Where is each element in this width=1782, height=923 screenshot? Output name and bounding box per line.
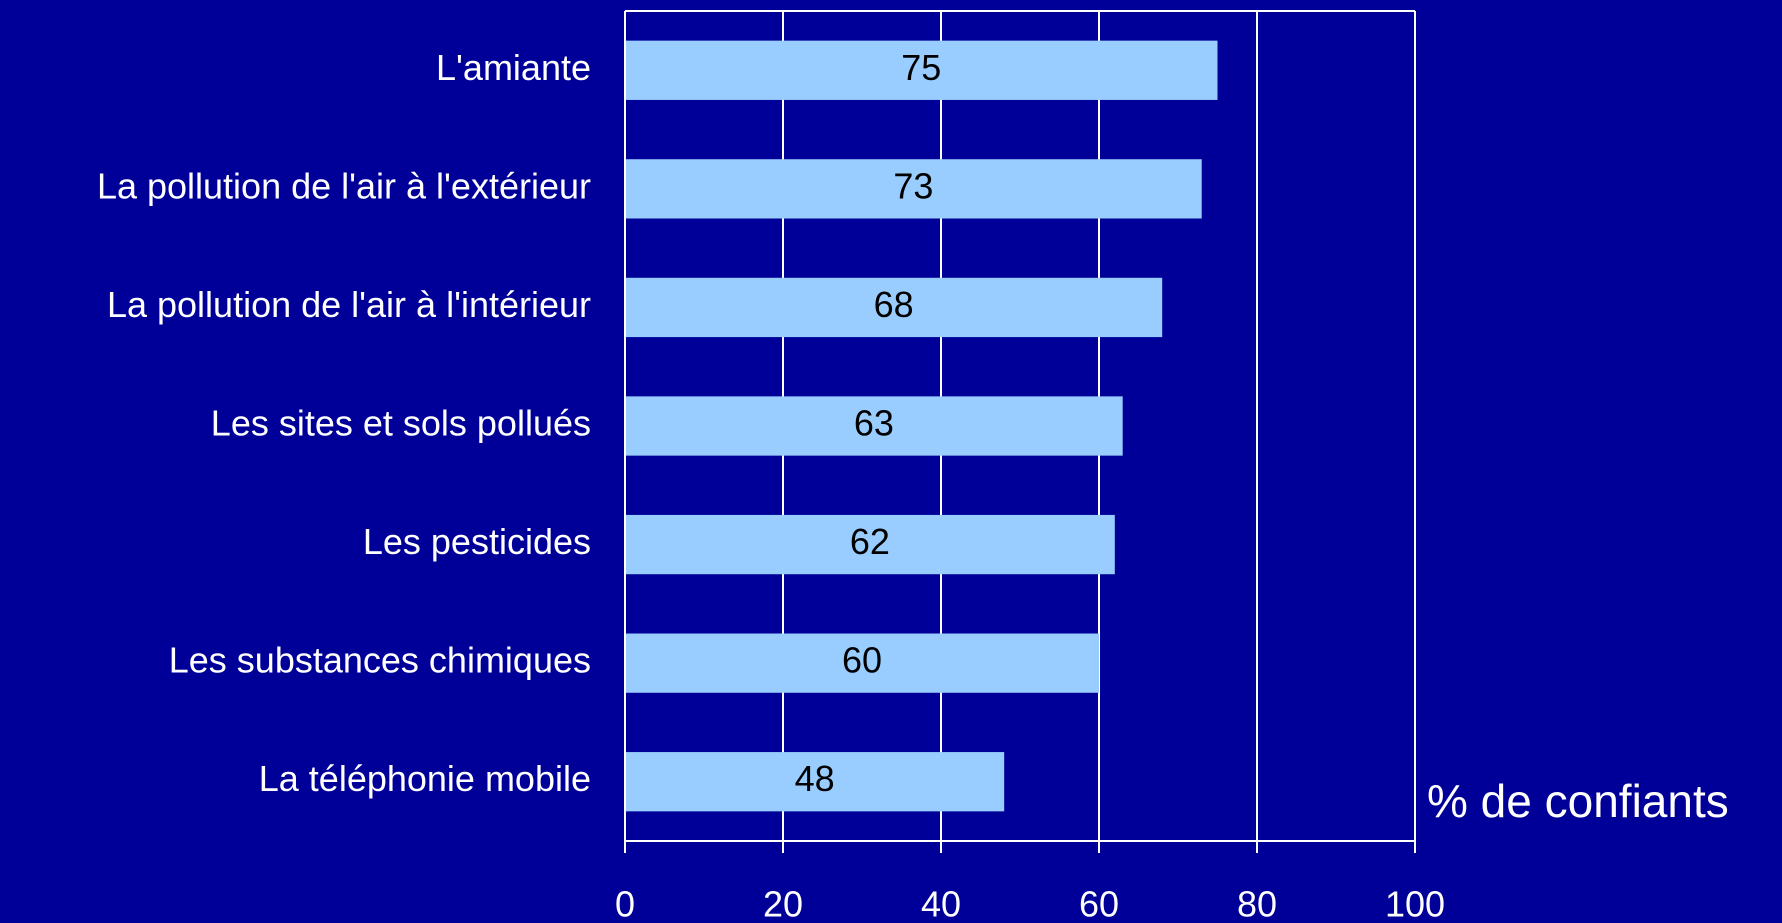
bar bbox=[625, 396, 1123, 456]
x-tick-label: 40 bbox=[921, 884, 961, 923]
x-tick-label: 60 bbox=[1079, 884, 1119, 923]
x-tick-label: 20 bbox=[763, 884, 803, 923]
y-tick-label: Les sites et sols pollués bbox=[211, 403, 591, 444]
data-label: 75 bbox=[901, 47, 941, 88]
data-label: 48 bbox=[795, 758, 835, 799]
bar bbox=[625, 277, 1163, 338]
data-label: 60 bbox=[842, 640, 882, 681]
y-tick-label: La pollution de l'air à l'extérieur bbox=[97, 165, 591, 206]
bar bbox=[625, 752, 1005, 812]
y-tick-label: La téléphonie mobile bbox=[259, 758, 591, 799]
y-tick-label: La pollution de l'air à l'intérieur bbox=[107, 284, 591, 325]
y-tick-label: L'amiante bbox=[436, 47, 591, 88]
bar bbox=[625, 159, 1202, 219]
x-tick-label: 100 bbox=[1385, 884, 1445, 923]
data-label: 63 bbox=[854, 403, 894, 444]
bar bbox=[625, 514, 1115, 575]
data-label: 73 bbox=[893, 165, 933, 206]
x-tick-label: 0 bbox=[615, 884, 635, 923]
y-tick-label: Les substances chimiques bbox=[169, 640, 591, 681]
data-label: 62 bbox=[850, 521, 890, 562]
x-tick-label: 80 bbox=[1237, 884, 1277, 923]
bar bbox=[625, 633, 1099, 693]
x-axis-title: % de confiants bbox=[1427, 775, 1729, 827]
y-tick-label: Les pesticides bbox=[363, 521, 591, 562]
data-label: 68 bbox=[874, 284, 914, 325]
bar bbox=[625, 40, 1218, 100]
